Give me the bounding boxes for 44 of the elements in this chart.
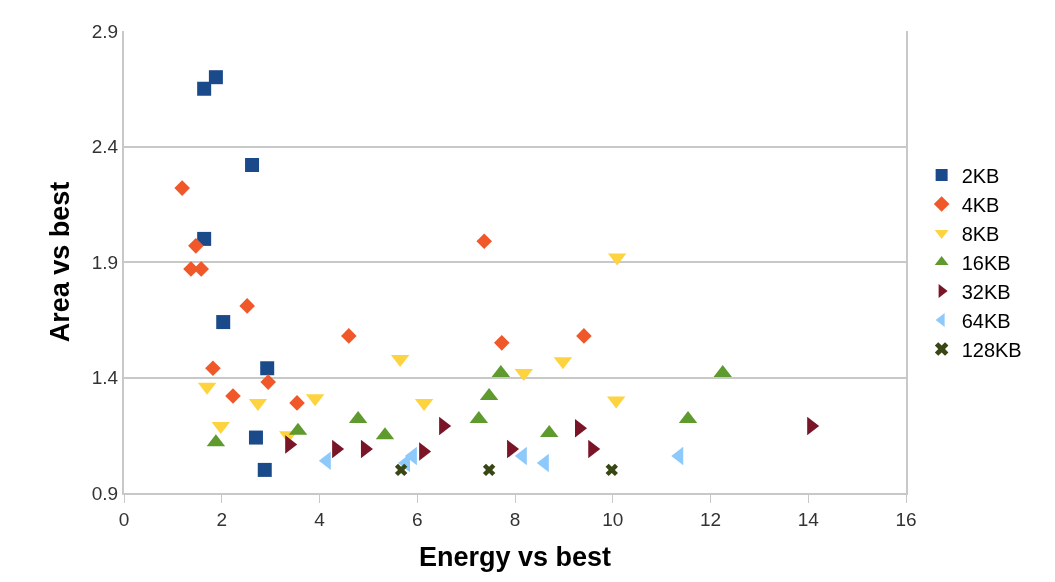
point	[289, 395, 305, 411]
y-tick-label: 1.9	[91, 251, 119, 273]
x-tick-label: 4	[314, 508, 326, 530]
point	[476, 233, 493, 250]
point	[257, 462, 272, 477]
y-tick-label: 1.4	[91, 367, 119, 389]
point	[225, 388, 241, 404]
y-tick-label: 2.4	[91, 136, 119, 158]
legend-label: 4KB	[961, 193, 1000, 216]
point	[239, 298, 255, 314]
point	[482, 463, 496, 477]
point	[248, 430, 263, 445]
x-axis-title: Energy vs best	[418, 541, 612, 572]
point	[174, 180, 190, 196]
point	[260, 361, 275, 376]
point	[245, 157, 260, 172]
x-tick-label: 0	[118, 508, 130, 530]
legend-label: 32KB	[961, 280, 1011, 303]
y-tick-label: 0.9	[91, 482, 119, 504]
point	[260, 374, 276, 390]
point	[188, 238, 204, 254]
x-tick-label: 2	[216, 508, 228, 530]
point	[205, 360, 221, 377]
point	[341, 328, 357, 344]
legend-label: 64KB	[961, 309, 1011, 332]
point	[605, 463, 618, 477]
x-tick-label: 14	[797, 508, 820, 530]
x-tick-label: 16	[895, 508, 917, 530]
point	[208, 70, 223, 85]
x-tick-label: 6	[411, 508, 423, 530]
point	[394, 463, 408, 477]
legend-label: 2KB	[961, 164, 1000, 187]
x-tick-label: 10	[602, 508, 624, 530]
x-tick-label: 12	[699, 508, 722, 530]
point	[576, 328, 592, 344]
y-axis-title: Area vs best	[45, 181, 76, 343]
point	[494, 335, 510, 351]
point	[197, 81, 212, 96]
legend-label: 8KB	[961, 222, 1000, 245]
legend-label: 16KB	[961, 251, 1011, 274]
y-tick-label: 2.9	[91, 20, 119, 42]
x-tick-label: 8	[509, 508, 521, 530]
legend-label: 128KB	[961, 338, 1022, 361]
point	[216, 315, 231, 330]
